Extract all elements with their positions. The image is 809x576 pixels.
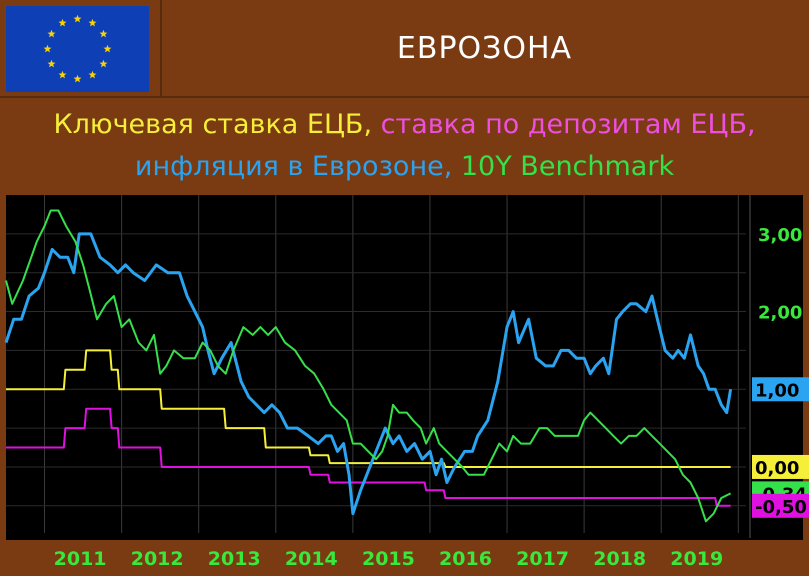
eu-flag-icon xyxy=(6,6,149,92)
flag-star xyxy=(99,29,108,38)
series-line-key_rate xyxy=(6,349,731,468)
x-tick-label: 2012 xyxy=(131,548,184,570)
value-badge-label: 1,00 xyxy=(755,380,799,401)
value-badge-inflation xyxy=(752,377,809,402)
series-line-inflation xyxy=(4,232,733,516)
subtitle-line-1: Ключевая ставка ЕЦБ, ставка по депозитам… xyxy=(0,104,809,146)
x-tick-label: 2019 xyxy=(670,548,723,570)
y-tick-label: 3,00 xyxy=(758,225,802,246)
x-tick-label: 2018 xyxy=(593,548,646,570)
x-tick-label: 2015 xyxy=(362,548,415,570)
header: ЕВРОЗОНА xyxy=(0,0,809,96)
x-tick-label: 2013 xyxy=(208,548,261,570)
line-chart: 3,002,001,000,00-0,34-0,5020112012201320… xyxy=(0,193,809,576)
subtitle-inflation: инфляция в Еврозоне, xyxy=(134,151,461,182)
subtitle-bund: 10Y Benchmark xyxy=(460,151,675,182)
chart-subtitle: Ключевая ставка ЕЦБ, ставка по депозитам… xyxy=(0,104,809,192)
flag-star xyxy=(103,44,112,53)
x-tick-label: 2016 xyxy=(439,548,492,570)
flag-star xyxy=(73,14,82,23)
flag-star xyxy=(88,18,97,27)
subtitle-key-rate: Ключевая ставка ЕЦБ, xyxy=(53,109,381,140)
subtitle-line-2: инфляция в Еврозоне, 10Y Benchmark xyxy=(0,146,809,188)
x-tick-label: 2017 xyxy=(516,548,569,570)
y-tick-label: 2,00 xyxy=(758,303,802,324)
flag-star xyxy=(58,18,67,27)
x-tick-label: 2011 xyxy=(54,548,107,570)
flag-star xyxy=(58,70,67,79)
plot-area xyxy=(6,195,803,540)
flag-star xyxy=(47,59,56,68)
flag-star xyxy=(88,70,97,79)
header-divider xyxy=(0,96,809,98)
flag-star xyxy=(47,29,56,38)
flag-star xyxy=(99,59,108,68)
value-badge-key_rate xyxy=(752,454,809,479)
value-badge-label: -0,50 xyxy=(755,497,807,518)
x-tick-label: 2014 xyxy=(285,548,338,570)
value-badge-deposit_rate xyxy=(752,493,809,518)
flag-star xyxy=(43,44,52,53)
series-line-bund10y xyxy=(5,209,732,523)
series-line-deposit_rate xyxy=(6,407,731,507)
value-badge-label: 0,00 xyxy=(755,458,799,479)
subtitle-deposit-rate: ставка по депозитам ЕЦБ, xyxy=(380,109,756,140)
flag-star xyxy=(73,74,82,83)
flag-box xyxy=(0,0,162,96)
page-title: ЕВРОЗОНА xyxy=(396,30,573,66)
